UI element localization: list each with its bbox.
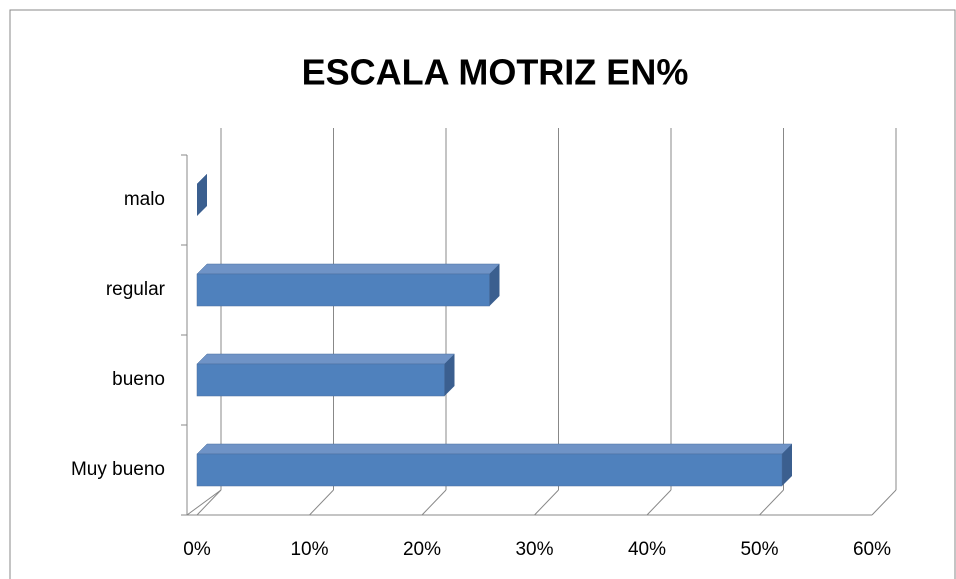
bar — [196, 363, 445, 397]
x-tick-label: 0% — [183, 539, 211, 560]
bar-side — [489, 264, 500, 306]
bar — [196, 453, 783, 487]
bar-top — [196, 443, 793, 455]
grid-floor-line — [871, 489, 897, 516]
floor-left — [186, 489, 222, 516]
y-tick-label: regular — [106, 279, 166, 300]
bar-top — [196, 353, 456, 365]
y-tick-label: malo — [124, 189, 165, 210]
x-tick-label: 20% — [403, 539, 441, 560]
bar-top — [196, 263, 501, 275]
grid-floor-line — [309, 489, 334, 516]
bar-side — [197, 174, 207, 216]
x-tick-label: 40% — [628, 539, 666, 560]
grid-floor-line — [421, 489, 447, 516]
y-tick-label: Muy bueno — [71, 459, 165, 480]
bar-side — [782, 444, 792, 486]
x-tick-label: 60% — [853, 539, 891, 560]
bar-side — [444, 354, 455, 396]
grid-floor-line — [646, 489, 672, 516]
chart-title: ESCALA MOTRIZ EN% — [302, 52, 689, 93]
x-tick-label: 10% — [290, 539, 328, 560]
bar — [196, 273, 490, 307]
x-tick-label: 50% — [740, 539, 778, 560]
grid-floor-line — [534, 489, 559, 516]
y-tick-label: bueno — [112, 369, 165, 390]
grid-floor-line — [759, 489, 784, 516]
grid-floor-line — [196, 489, 222, 516]
x-tick-label: 30% — [515, 539, 553, 560]
